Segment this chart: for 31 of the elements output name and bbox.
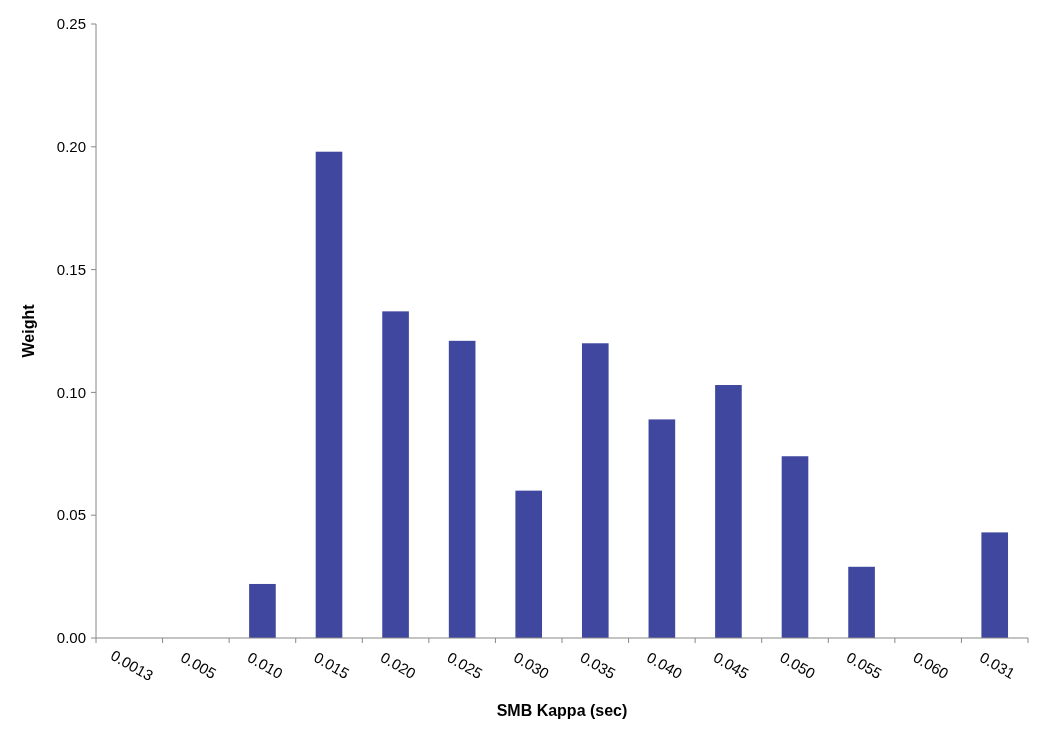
bar xyxy=(249,583,276,638)
y-tick-label: 0.10 xyxy=(56,383,86,401)
bar xyxy=(781,456,809,638)
x-tick-label: 0.055 xyxy=(843,648,885,682)
x-tick-label: 0.030 xyxy=(510,648,552,682)
y-tick-label: 0.25 xyxy=(56,15,86,33)
bar xyxy=(981,532,1009,638)
bar xyxy=(581,343,609,638)
x-tick-label: 0.015 xyxy=(311,648,353,682)
x-tick-label: 0.050 xyxy=(777,648,819,682)
bar xyxy=(648,419,676,638)
bar xyxy=(515,490,543,638)
x-tick-label: 0.005 xyxy=(178,648,220,682)
bar xyxy=(448,340,476,638)
x-axis-title: SMB Kappa (sec) xyxy=(496,702,628,719)
x-tick-label: 0.025 xyxy=(444,648,486,682)
x-tick-label: 0.040 xyxy=(644,648,686,682)
x-tick-label: 0.035 xyxy=(577,648,619,682)
y-tick-label: 0.15 xyxy=(56,260,86,278)
y-tick-label: 0.20 xyxy=(56,138,86,156)
bar xyxy=(382,311,409,638)
bar xyxy=(315,151,343,638)
x-tick-label: 0.010 xyxy=(244,648,286,682)
bar xyxy=(715,385,742,638)
y-axis-title: Weight xyxy=(20,303,37,358)
x-tick-label: 0.060 xyxy=(910,648,952,682)
y-tick-label: 0.05 xyxy=(56,506,86,524)
x-tick-label: 0.020 xyxy=(377,648,419,682)
bar xyxy=(848,566,875,638)
y-tick-label: 0.00 xyxy=(56,629,86,647)
x-tick-label: 0.045 xyxy=(710,648,752,682)
